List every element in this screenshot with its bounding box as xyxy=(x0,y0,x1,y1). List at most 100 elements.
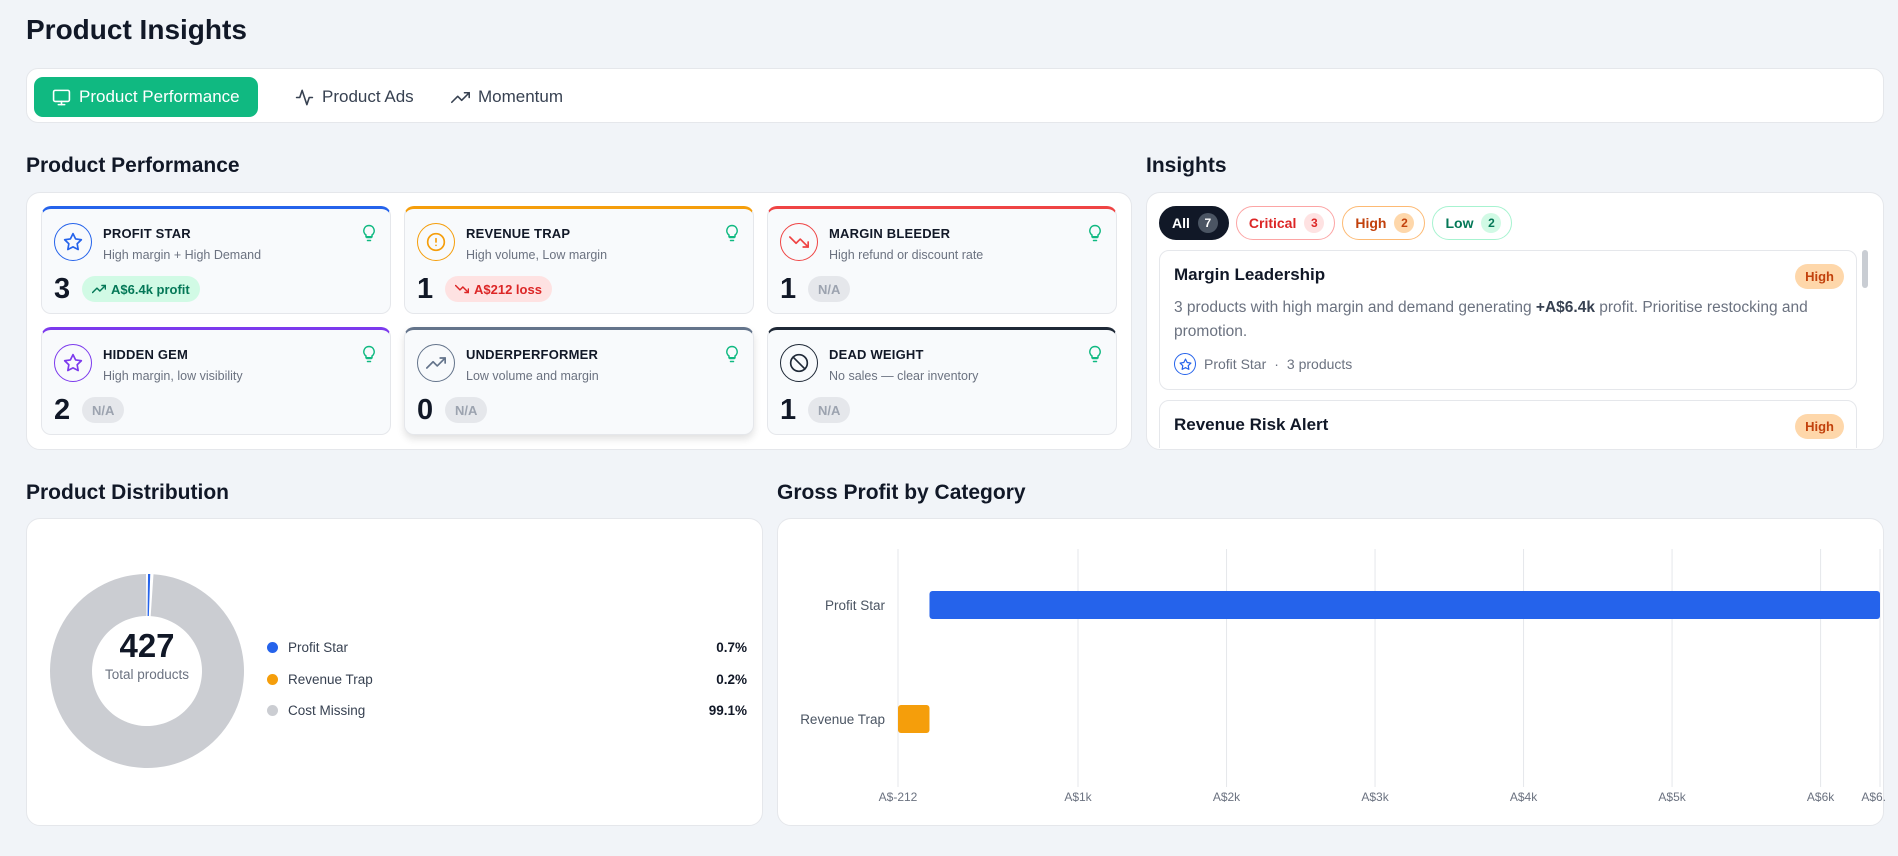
card-icon xyxy=(780,344,818,382)
card-profit-star[interactable]: PROFIT STAR High margin + High Demand 3 … xyxy=(41,206,391,314)
insight-description: 3 products with high margin and demand g… xyxy=(1174,296,1834,344)
na-badge: N/A xyxy=(808,276,851,302)
page-title: Product Insights xyxy=(26,14,247,45)
total-products-label: Total products xyxy=(104,667,190,682)
legend-item-revenue-trap[interactable]: Revenue Trap 0.2% xyxy=(267,664,747,696)
trending-up-icon xyxy=(426,357,446,369)
filter-low[interactable]: Low 2 xyxy=(1432,206,1513,240)
x-tick-label: A$5k xyxy=(1658,790,1686,804)
insight-card-margin-leadership[interactable]: Margin Leadership High 3 products with h… xyxy=(1159,250,1857,390)
desc-text: profit. Prioritise restocking and promot… xyxy=(1174,299,1808,340)
tab-product-ads[interactable]: Product Ads xyxy=(277,77,432,117)
lightbulb-icon[interactable] xyxy=(1086,223,1104,243)
donut-slice-cost-missing[interactable] xyxy=(50,574,244,768)
card-count: 1 xyxy=(417,273,434,305)
filter-all[interactable]: All 7 xyxy=(1159,206,1229,240)
card-underperformer[interactable]: UNDERPERFORMER Low volume and margin 0 N… xyxy=(404,327,754,435)
legend-dot xyxy=(267,642,278,654)
filter-label: All xyxy=(1172,215,1190,231)
insights-title: Insights xyxy=(1146,154,1227,177)
card-dead-weight[interactable]: DEAD WEIGHT No sales — clear inventory 1… xyxy=(767,327,1117,435)
distribution-panel: 427 Total products Profit Star 0.7% Reve… xyxy=(26,518,763,826)
card-icon xyxy=(780,223,818,261)
card-hidden-gem[interactable]: HIDDEN GEM High margin, low visibility 2… xyxy=(41,327,391,435)
card-subtitle: High volume, Low margin xyxy=(466,248,608,262)
card-title: UNDERPERFORMER xyxy=(466,347,599,362)
performance-title: Product Performance xyxy=(26,154,240,177)
tab-product-performance[interactable]: Product Performance xyxy=(34,77,258,117)
card-subtitle: High refund or discount rate xyxy=(829,248,984,262)
x-tick-label: A$1k xyxy=(1064,790,1092,804)
desc-text: 3 products with high margin and demand g… xyxy=(1174,299,1536,316)
insight-card-revenue-risk[interactable]: Revenue Risk Alert High xyxy=(1159,400,1857,448)
filter-high[interactable]: High 2 xyxy=(1342,206,1426,240)
distribution-title: Product Distribution xyxy=(26,481,229,504)
badge-label: N/A xyxy=(455,402,478,418)
card-subtitle: High margin + High Demand xyxy=(103,248,262,262)
legend-percent: 0.7% xyxy=(716,640,747,656)
insight-product-count: 3 products xyxy=(1286,356,1353,372)
donut-center: 427 Total products xyxy=(50,627,244,682)
star-icon xyxy=(1174,353,1196,375)
filter-critical[interactable]: Critical 3 xyxy=(1235,206,1336,240)
na-badge: N/A xyxy=(808,397,851,423)
profit-badge: A$6.4k profit xyxy=(82,276,200,302)
lightbulb-icon[interactable] xyxy=(723,344,741,364)
legend-percent: 0.2% xyxy=(716,671,747,687)
x-tick-label: A$6.4k xyxy=(1861,790,1885,804)
legend-percent: 99.1% xyxy=(708,703,747,719)
filter-label: High xyxy=(1355,215,1387,231)
insight-meta: Profit Star · 3 products xyxy=(1174,353,1352,375)
activity-icon xyxy=(295,89,314,105)
lightbulb-icon[interactable] xyxy=(723,223,741,243)
badge-label: A$212 loss xyxy=(474,281,542,297)
alert-circle-icon xyxy=(426,232,446,252)
insight-filters: All 7 Critical 3 High 2 Low 2 xyxy=(1159,206,1513,240)
lightbulb-icon[interactable] xyxy=(360,344,378,364)
card-revenue-trap[interactable]: REVENUE TRAP High volume, Low margin 1 A… xyxy=(404,206,754,314)
insight-list[interactable]: Margin Leadership High 3 products with h… xyxy=(1159,250,1857,448)
legend-item-profit-star[interactable]: Profit Star 0.7% xyxy=(267,632,747,664)
insight-title: Margin Leadership xyxy=(1174,265,1326,284)
desc-highlight: +A$6.4k xyxy=(1535,299,1595,316)
tab-momentum[interactable]: Momentum xyxy=(433,77,581,117)
card-icon xyxy=(417,344,455,382)
total-products-count: 427 xyxy=(119,627,175,664)
card-subtitle: Low volume and margin xyxy=(466,369,599,383)
distribution-legend: Profit Star 0.7% Revenue Trap 0.2% Cost … xyxy=(267,632,747,727)
trending-up-icon xyxy=(451,91,470,103)
card-count: 3 xyxy=(54,273,71,305)
distribution-donut-chart xyxy=(50,574,244,768)
insight-title: Revenue Risk Alert xyxy=(1174,415,1329,434)
badge-label: A$6.4k profit xyxy=(111,281,190,297)
legend-label: Profit Star xyxy=(288,640,349,656)
bar-profit-star[interactable] xyxy=(929,591,1880,619)
x-tick-label: A$2k xyxy=(1213,790,1241,804)
gross-profit-bar-chart: A$-212 A$1k A$2k A$3k A$4k A$5k A$6k A$6.4k Prof… xyxy=(800,549,1898,804)
performance-panel: PROFIT STAR High margin + High Demand 3 … xyxy=(26,192,1132,450)
trending-down-icon xyxy=(789,236,809,248)
card-subtitle: High margin, low visibility xyxy=(103,369,243,383)
priority-badge: High xyxy=(1795,414,1844,439)
filter-count: 7 xyxy=(1197,213,1218,233)
legend-item-cost-missing[interactable]: Cost Missing 99.1% xyxy=(267,695,747,727)
donut-slice-profit-star[interactable] xyxy=(147,574,151,617)
card-margin-bleeder[interactable]: MARGIN BLEEDER High refund or discount r… xyxy=(767,206,1117,314)
lightbulb-icon[interactable] xyxy=(1086,344,1104,364)
card-title: PROFIT STAR xyxy=(103,226,191,241)
star-icon xyxy=(63,232,83,251)
tab-label: Product Performance xyxy=(79,87,240,106)
legend-label: Revenue Trap xyxy=(288,671,373,687)
badge-label: N/A xyxy=(92,402,115,418)
trending-down-icon xyxy=(455,284,469,294)
lightbulb-icon[interactable] xyxy=(360,223,378,243)
card-icon xyxy=(54,344,92,382)
filter-label: Critical xyxy=(1248,215,1297,231)
na-badge: N/A xyxy=(445,397,488,423)
meta-separator: · xyxy=(1274,356,1279,372)
badge-label: N/A xyxy=(818,402,841,418)
card-count: 1 xyxy=(780,273,797,305)
gross-profit-panel: A$-212 A$1k A$2k A$3k A$4k A$5k A$6k A$6.4k Prof… xyxy=(777,518,1898,826)
insight-scrollbar[interactable] xyxy=(1862,250,1868,288)
bar-revenue-trap[interactable] xyxy=(898,705,930,733)
